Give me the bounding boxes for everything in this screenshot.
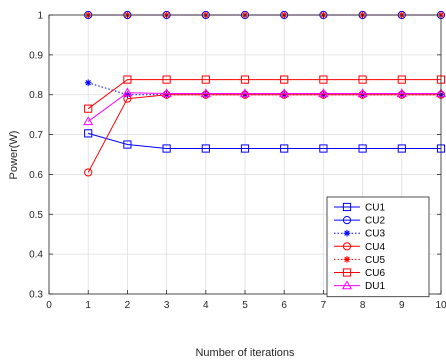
x-axis-label: Number of iterations <box>195 347 295 359</box>
legend-marker <box>342 216 352 225</box>
series-line-cu4 <box>87 94 441 173</box>
legend-entry-cu4: CU4 <box>334 242 385 253</box>
legend-marker <box>341 280 353 290</box>
legend-entry-cu3: CU3 <box>334 229 385 240</box>
star-stroke <box>344 256 350 263</box>
data-point-cu1 <box>201 144 210 153</box>
data-point-du1 <box>396 88 407 98</box>
series-line-cu6 <box>87 79 441 110</box>
legend-label: CU1 <box>365 203 385 214</box>
legend-box <box>326 196 430 298</box>
x-tick-label: 7 <box>321 300 327 311</box>
data-point-du1 <box>279 88 290 98</box>
data-point-cu6 <box>397 75 406 84</box>
y-axis-label: Power(W) <box>8 131 20 180</box>
data-point-cu1 <box>358 144 367 153</box>
data-point-cu1 <box>123 140 132 149</box>
series-line-cu1 <box>88 132 441 150</box>
data-point-du1 <box>83 116 94 126</box>
y-tick-label: 0.6 <box>29 170 43 181</box>
y-tick-label: 0.8 <box>29 90 43 101</box>
x-tick-label: 2 <box>125 300 131 311</box>
legend-entry-cu1: CU1 <box>334 203 385 214</box>
x-tick-label: 5 <box>242 300 248 311</box>
series-line-du1 <box>87 92 441 122</box>
y-tick-label: 0.7 <box>29 130 43 141</box>
x-tick-label: 10 <box>435 300 446 311</box>
data-point-cu4 <box>123 94 132 103</box>
data-point-cu6 <box>280 75 289 84</box>
data-point-cu6 <box>358 75 367 84</box>
data-point-du1 <box>239 88 251 98</box>
data-point-cu1 <box>319 144 328 153</box>
axis-ticks: 0 1 2 3 4 5 6 7 8 9 10 0.3 0.4 0.5 0.6 0.7 0.8 0.9 1 <box>29 11 446 312</box>
legend-entry-cu2: CU2 <box>334 216 385 227</box>
data-point-cu4 <box>84 168 93 177</box>
legend: CU1 CU2 CU3 CU4 CU5 CU6 DU1 <box>326 196 430 298</box>
y-tick-label: 0.9 <box>29 50 43 61</box>
legend-marker <box>343 229 351 237</box>
x-tick-label: 8 <box>360 300 366 311</box>
y-tick-label: 0.5 <box>29 210 43 221</box>
legend-label: CU3 <box>365 229 385 240</box>
data-point-du1 <box>161 88 172 98</box>
data-point-du1 <box>318 88 329 98</box>
legend-marker <box>343 256 351 263</box>
data-point-cu6 <box>201 75 210 84</box>
legend-marker <box>342 242 352 251</box>
data-point-cu1 <box>240 144 250 153</box>
series-du1 <box>83 87 446 126</box>
data-point-cu6 <box>240 75 250 84</box>
legend-entry-du1: DU1 <box>334 280 385 292</box>
data-point-cu1 <box>280 144 289 153</box>
y-tick-label: 1 <box>37 11 43 22</box>
x-tick-label: 0 <box>46 300 52 311</box>
x-tick-label: 3 <box>164 300 170 311</box>
data-point-du1 <box>200 88 211 98</box>
data-point-du1 <box>357 88 368 98</box>
data-point-cu6 <box>84 104 93 113</box>
legend-label: CU4 <box>365 242 385 253</box>
legend-label: CU6 <box>365 268 385 279</box>
x-tick-label: 6 <box>281 300 287 311</box>
legend-marker <box>342 268 352 277</box>
data-point-cu1 <box>84 129 93 138</box>
legend-label: DU1 <box>365 281 385 292</box>
data-point-cu1 <box>397 144 406 153</box>
y-tick-label: 0.4 <box>29 250 43 261</box>
data-point-cu6 <box>319 75 328 84</box>
data-point-cu1 <box>162 144 171 153</box>
legend-entry-cu5: CU5 <box>334 255 385 266</box>
data-point-cu3 <box>84 79 92 87</box>
data-point-du1 <box>122 87 133 97</box>
x-tick-label: 1 <box>85 300 91 311</box>
data-point-cu6 <box>123 75 132 84</box>
legend-label: CU5 <box>365 255 385 266</box>
y-tick-label: 0.3 <box>29 290 43 301</box>
legend-label: CU2 <box>365 216 385 227</box>
star-stroke <box>344 230 350 236</box>
x-tick-label: 4 <box>203 300 209 311</box>
x-tick-label: 9 <box>399 300 405 311</box>
data-point-cu6 <box>162 75 171 84</box>
series-line-cu3 <box>88 82 441 96</box>
legend-entry-cu6: CU6 <box>334 268 385 279</box>
legend-marker <box>342 202 352 212</box>
star-stroke <box>85 80 91 86</box>
